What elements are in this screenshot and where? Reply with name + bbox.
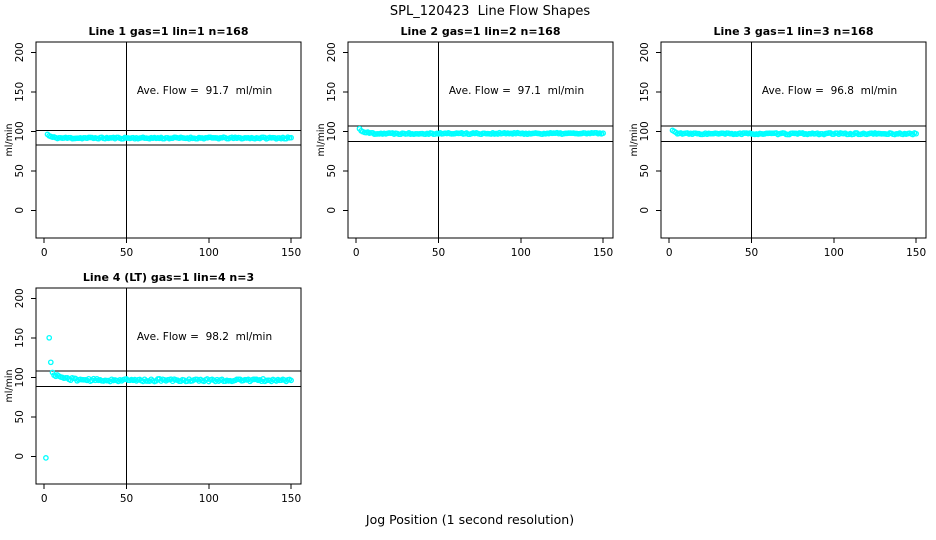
axes: 0 50 100 150 0 50 100 150 200 <box>14 288 301 505</box>
x-tick-label: 150 <box>281 493 301 505</box>
data-point <box>288 377 294 384</box>
y-tick-label: 100 <box>326 121 338 141</box>
y-axis-label: ml/min <box>629 123 640 156</box>
reference-lines <box>36 288 301 484</box>
panel-line-1-avg-flow-annotation: Ave. Flow = 91.7 ml/min <box>136 85 273 97</box>
x-tick-label: 50 <box>432 247 445 259</box>
y-tick-label: 0 <box>326 207 338 214</box>
x-tick-label: 0 <box>41 493 48 505</box>
y-axis-label: ml/min <box>316 123 327 156</box>
panel-line-4-plot-area: 0 50 100 150 0 50 100 150 200 ml/min <box>4 287 302 505</box>
panel-line-3-avg-flow-annotation: Ave. Flow = 96.8 ml/min <box>761 85 898 97</box>
figure-title: SPL_120423 Line Flow Shapes <box>389 4 591 19</box>
reference-lines <box>661 42 926 238</box>
y-tick-label: 150 <box>639 82 651 102</box>
reference-lines <box>348 42 613 238</box>
x-tick-label: 0 <box>41 247 48 259</box>
panel-line-3-title: Line 3 gas=1 lin=3 n=168 <box>713 25 874 38</box>
panel-line-3: Line 3 gas=1 lin=3 n=168 0 50 100 150 0 50 100… <box>625 16 936 273</box>
scatter-points <box>43 334 294 461</box>
x-tick-label: 100 <box>824 247 844 259</box>
x-tick-label: 0 <box>666 247 673 259</box>
panel-line-1-plot-area: 0 50 100 150 0 50 100 150 200 ml/min <box>4 41 302 259</box>
x-tick-label: 50 <box>745 247 758 259</box>
scatter-points <box>356 125 606 138</box>
data-point <box>288 134 294 141</box>
scatter-points <box>44 131 294 142</box>
y-tick-label: 0 <box>14 453 26 460</box>
x-tick-label: 150 <box>593 247 613 259</box>
axes: 0 50 100 150 0 50 100 150 200 <box>326 42 613 259</box>
y-axis-label: ml/min <box>4 123 15 156</box>
data-point <box>600 130 606 137</box>
panel-line-1-title: Line 1 gas=1 lin=1 n=168 <box>88 25 249 38</box>
scatter-points <box>669 127 919 138</box>
y-tick-label: 150 <box>14 328 26 348</box>
data-point <box>43 455 49 461</box>
panel-line-4: Line 4 (LT) gas=1 lin=4 n=3 0 50 100 150 0 50… <box>0 262 313 519</box>
y-tick-label: 200 <box>326 42 338 62</box>
panel-line-2-plot-area: 0 50 100 150 0 50 100 150 200 ml/min <box>316 41 614 259</box>
x-tick-label: 50 <box>120 493 133 505</box>
x-tick-label: 0 <box>353 247 360 259</box>
plot-border <box>347 41 614 239</box>
y-tick-label: 100 <box>639 121 651 141</box>
y-tick-label: 200 <box>14 42 26 62</box>
data-point <box>47 359 54 366</box>
x-axis-label: Jog Position (1 second resolution) <box>365 512 575 527</box>
axes: 0 50 100 150 0 50 100 150 200 <box>639 42 926 259</box>
panel-line-2-title: Line 2 gas=1 lin=2 n=168 <box>400 25 561 38</box>
data-point <box>46 334 53 341</box>
panel-line-4-title: Line 4 (LT) gas=1 lin=4 n=3 <box>82 271 255 284</box>
x-tick-label: 100 <box>199 247 219 259</box>
y-axis-label: ml/min <box>4 369 15 402</box>
y-tick-label: 50 <box>326 164 338 177</box>
y-tick-label: 150 <box>326 82 338 102</box>
x-tick-label: 100 <box>511 247 531 259</box>
panel-line-3-plot-area: 0 50 100 150 0 50 100 150 200 ml/min <box>629 41 927 259</box>
y-tick-label: 150 <box>14 82 26 102</box>
y-tick-label: 200 <box>639 42 651 62</box>
panel-line-2: Line 2 gas=1 lin=2 n=168 0 50 100 150 0 50 100… <box>312 16 625 273</box>
panel-line-1: Line 1 gas=1 lin=1 n=168 0 50 100 150 0 50 100… <box>0 16 313 273</box>
y-tick-label: 100 <box>14 367 26 387</box>
y-tick-label: 50 <box>639 164 651 177</box>
y-tick-label: 100 <box>14 121 26 141</box>
panel-line-2-avg-flow-annotation: Ave. Flow = 97.1 ml/min <box>448 85 585 97</box>
x-tick-label: 150 <box>281 247 301 259</box>
plot-border <box>35 287 302 485</box>
y-tick-label: 0 <box>14 207 26 214</box>
x-tick-label: 50 <box>120 247 133 259</box>
y-tick-label: 50 <box>14 164 26 177</box>
plot-border <box>35 41 302 239</box>
y-tick-label: 200 <box>14 288 26 308</box>
x-tick-label: 100 <box>199 493 219 505</box>
axes: 0 50 100 150 0 50 100 150 200 <box>14 42 301 259</box>
y-tick-label: 0 <box>639 207 651 214</box>
panel-line-4-avg-flow-annotation: Ave. Flow = 98.2 ml/min <box>136 331 273 343</box>
x-tick-label: 150 <box>906 247 926 259</box>
plot-border <box>660 41 927 239</box>
data-point <box>913 130 919 137</box>
y-tick-label: 50 <box>14 410 26 423</box>
